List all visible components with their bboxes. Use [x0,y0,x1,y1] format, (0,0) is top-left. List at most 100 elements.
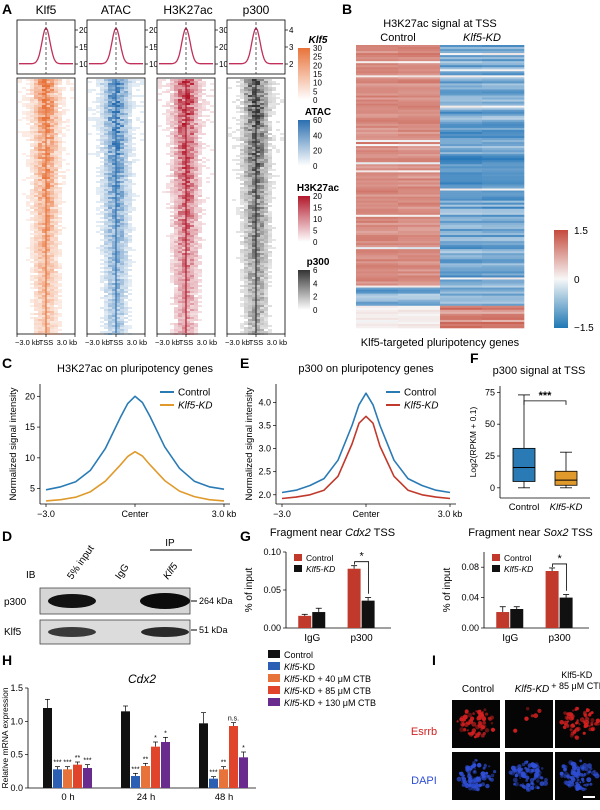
heatmap-cell [182,317,186,319]
heatmap-cell [166,123,170,125]
heatmap-cell [198,211,202,213]
heatmap-cell [178,145,182,147]
heatmap-cell [248,143,252,145]
heatmap-cell [186,225,190,227]
heatmap-cell [128,279,132,281]
heatmap-cell [194,163,198,165]
heatmap-cell [54,259,58,261]
heatmap-cell [34,155,38,157]
heatmap-cell [268,197,272,199]
heatmap-cell [100,183,104,185]
heatmap-cell [104,275,108,277]
heatmap-cell [50,119,54,121]
heatmap-cell [108,323,112,325]
heatmap-cell [264,239,268,241]
heatmap-cell [256,107,260,109]
heatmap-cell [178,83,182,85]
heatmap-cell [50,333,54,335]
color-scales: Klf5302520151050ATAC6040200H3K27ac201510… [297,35,340,315]
heatmap-cell [112,229,116,231]
heatmap-cell [248,321,252,323]
heatmap-cell [248,309,252,311]
heatmap-cell [232,137,236,139]
heatmap-cell [260,257,264,259]
heatmap-cell [136,195,140,197]
heatmap-cell [38,277,42,279]
heatmap-cell [96,189,100,191]
heatmap-cell [120,243,124,245]
heatmap-cell [128,229,132,231]
heatmap-cell [202,165,206,167]
heatmap-cell [268,139,272,141]
heatmap-b-cell [398,55,441,58]
heatmap-cell [100,83,104,85]
heatmap-cell [240,123,244,125]
heatmap-cell [108,299,112,301]
heatmap-cell [166,91,170,93]
heatmap-cell [186,227,190,229]
heatmap-cell [116,149,120,151]
heatmap-cell [260,253,264,255]
heatmap-cell [26,161,30,163]
heatmap-cell [244,103,248,105]
heatmap-cell [30,117,34,119]
heatmap-cell [236,145,240,147]
heatmap-cell [124,119,128,121]
heatmap-cell [104,237,108,239]
heatmap-cell [34,81,38,83]
heatmap-cell [268,169,272,171]
heatmap-cell [42,199,46,201]
heatmap-cell [128,201,132,203]
heatmap-cell [276,103,280,105]
heatmap-cell [120,201,124,203]
heatmap-cell [30,93,34,95]
heatmap-b-cell [398,107,441,110]
panel-letter-c: C [2,355,12,371]
heatmap-cell [128,153,132,155]
heatmap-b-cell [440,47,483,50]
heatmap-cell [244,231,248,233]
heatmap-cell [128,203,132,205]
heatmap-cell [248,115,252,117]
heatmap-cell [252,163,256,165]
heatmap-cell [182,141,186,143]
heatmap-cell [58,167,62,169]
heatmap-cell [264,223,268,225]
heatmap-cell [128,163,132,165]
heatmap-1 [86,77,146,335]
heatmap-cell [54,267,58,269]
heatmap-cell [260,131,264,133]
heatmap-cell [42,267,46,269]
heatmap-cell [50,331,54,333]
scale-bar [298,48,310,100]
heatmap-cell [190,331,194,333]
heatmap-cell [30,169,34,171]
heatmap-cell [178,139,182,141]
heatmap-cell [190,209,194,211]
heatmap-cell [202,123,206,125]
heatmap-cell [198,115,202,117]
heatmap-cell [260,315,264,317]
heatmap-cell [50,151,54,153]
heatmap-cell [202,125,206,127]
heatmap-cell [256,149,260,151]
heatmap-cell [174,209,178,211]
heatmap-cell [124,229,128,231]
heatmap-b-cell [482,93,525,96]
profile-tick-label: 15 [149,43,158,52]
heatmap-cell [58,321,62,323]
heatmap-cell [244,97,248,99]
heatmap-cell [116,257,120,259]
heatmap-cell [46,253,50,255]
heatmap-cell [248,113,252,115]
heatmap-cell [58,219,62,221]
heatmap-b-cell [482,99,525,102]
heatmap-cell [140,121,144,123]
blot-lane-input: 5% input [65,543,96,581]
heatmap-cell [194,157,198,159]
heatmap-cell [104,159,108,161]
heatmap-cell [182,183,186,185]
heatmap-b-cell [440,180,483,183]
heatmap-cell [198,275,202,277]
heatmap-cell [244,111,248,113]
